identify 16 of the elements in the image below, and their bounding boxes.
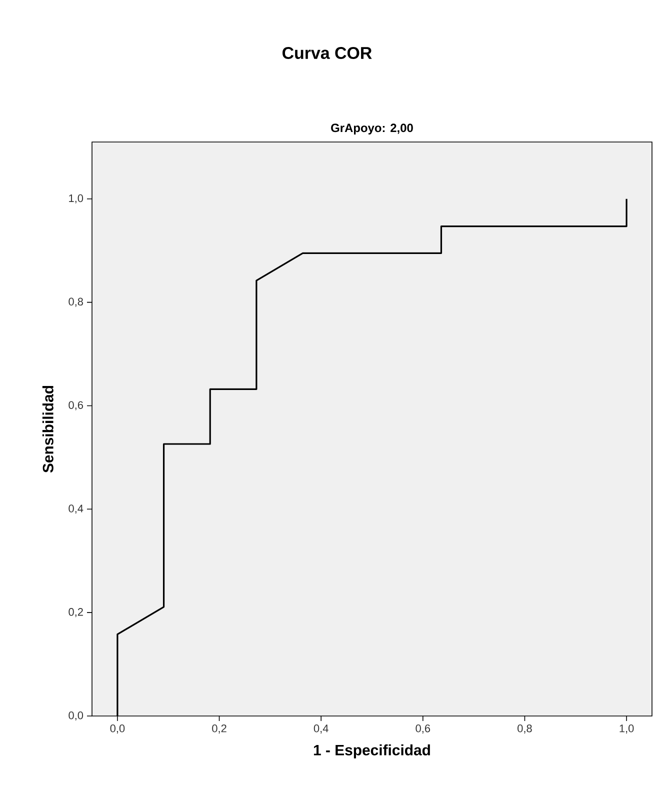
chart-title: Curva COR <box>282 47 372 59</box>
y-tick-label: 0,4 <box>68 504 84 514</box>
x-tick-label: 0,4 <box>314 724 328 734</box>
x-tick-label: 0,2 <box>212 724 226 734</box>
x-tick-label: 0,8 <box>518 724 532 734</box>
x-tick-label: 1,0 <box>620 724 634 734</box>
y-tick-label: 0,0 <box>68 711 84 721</box>
y-tick-label: 0,8 <box>68 298 83 307</box>
chart-subtitle: GrApoyo: 2,00 <box>331 124 413 134</box>
y-tick-label: 1,0 <box>69 194 84 204</box>
y-tick-label: 0,2 <box>68 608 83 618</box>
x-axis-title: 1 - Especificidad <box>314 744 430 758</box>
y-axis-title: Sensibilidad <box>42 386 54 473</box>
x-tick-label: 0,0 <box>110 724 125 734</box>
x-tick-label: 0,6 <box>416 724 430 734</box>
y-tick-label: 0,6 <box>68 401 83 410</box>
